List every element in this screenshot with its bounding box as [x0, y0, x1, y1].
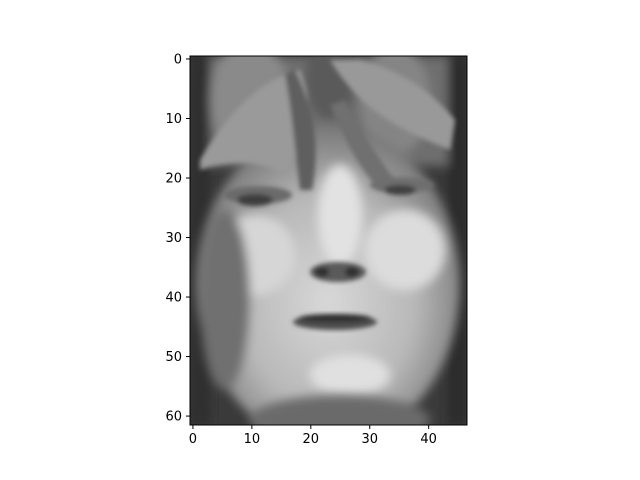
y-tick-label: 60	[165, 410, 182, 425]
x-tick-label: 30	[361, 432, 378, 447]
y-tick-label: 30	[165, 231, 182, 246]
x-axis: 0 10 20 30 40	[189, 425, 437, 447]
x-tick-label: 40	[420, 432, 437, 447]
y-tick-label: 10	[165, 112, 182, 127]
face-image	[190, 56, 467, 425]
y-tick-label: 20	[165, 172, 182, 187]
y-tick-label: 0	[174, 52, 182, 67]
x-tick-label: 20	[303, 432, 320, 447]
y-tick-label: 50	[165, 350, 182, 365]
y-axis: 0 10 20 30 40 50 60	[165, 52, 190, 425]
y-tick-label: 40	[165, 291, 182, 306]
axes-frame	[189, 55, 468, 426]
x-tick-label: 0	[189, 432, 197, 447]
x-tick-label: 10	[244, 432, 261, 447]
